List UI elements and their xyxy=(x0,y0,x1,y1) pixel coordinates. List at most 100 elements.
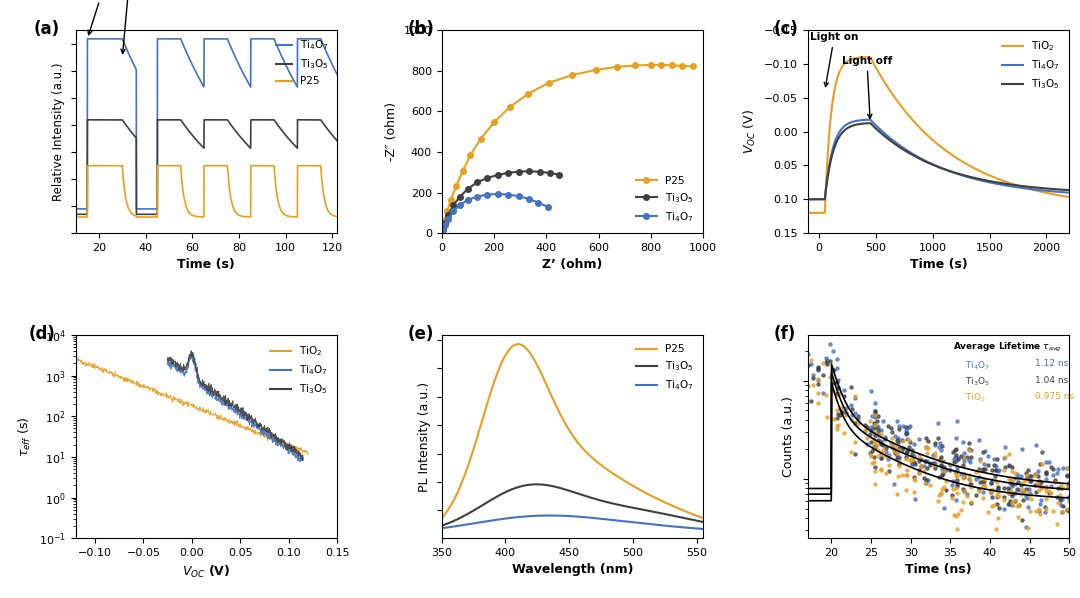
Point xyxy=(913,454,930,464)
Point xyxy=(949,453,967,463)
Point xyxy=(866,429,883,439)
Point xyxy=(1001,489,1018,498)
Point xyxy=(974,482,991,492)
Point xyxy=(876,434,893,444)
Point xyxy=(1040,457,1057,467)
Point xyxy=(889,450,906,460)
Point xyxy=(953,469,970,478)
Point xyxy=(960,446,977,455)
Point xyxy=(971,464,988,474)
Point xyxy=(863,437,880,447)
Point xyxy=(943,493,960,502)
Point xyxy=(863,426,880,435)
Text: TiO$_2$: TiO$_2$ xyxy=(964,392,985,404)
Point xyxy=(821,356,838,366)
Point xyxy=(834,407,851,417)
Legend: TiO$_2$, Ti$_4$O$_7$, Ti$_3$O$_5$: TiO$_2$, Ti$_4$O$_7$, Ti$_3$O$_5$ xyxy=(266,340,332,400)
Point xyxy=(949,416,967,426)
Point xyxy=(947,467,964,477)
Point xyxy=(1059,481,1077,490)
Point xyxy=(934,468,951,477)
Point xyxy=(850,414,867,423)
Point xyxy=(873,425,890,435)
Point xyxy=(1032,495,1050,504)
Point xyxy=(1003,490,1021,499)
Point xyxy=(810,374,827,384)
Point xyxy=(997,453,1014,462)
Point xyxy=(1037,482,1054,492)
Point xyxy=(1002,476,1020,486)
Point xyxy=(961,479,978,489)
Point xyxy=(1031,499,1049,509)
Text: (b): (b) xyxy=(407,20,434,38)
X-axis label: Time (s): Time (s) xyxy=(909,258,968,271)
Point xyxy=(971,487,988,496)
Point xyxy=(934,466,951,476)
Point xyxy=(985,460,1002,470)
Point xyxy=(1013,515,1030,525)
Point xyxy=(949,479,967,489)
Point xyxy=(897,452,915,462)
Point xyxy=(894,444,912,453)
Point xyxy=(1053,507,1070,517)
Point xyxy=(1040,489,1057,498)
Point xyxy=(933,489,950,499)
Point xyxy=(1005,479,1023,489)
Y-axis label: Counts (a.u.): Counts (a.u.) xyxy=(782,396,795,477)
Point xyxy=(799,349,816,359)
Point xyxy=(1022,477,1039,486)
Point xyxy=(866,431,883,441)
Point xyxy=(974,465,991,474)
Point xyxy=(1031,509,1049,519)
Point xyxy=(921,458,939,468)
Point xyxy=(936,485,954,495)
Legend: Ti$_4$O$_7$, Ti$_3$O$_5$, P25: Ti$_4$O$_7$, Ti$_3$O$_5$, P25 xyxy=(273,35,332,89)
Point xyxy=(978,460,996,470)
Point xyxy=(934,471,951,480)
Point xyxy=(954,460,971,469)
Point xyxy=(987,524,1004,534)
Text: Ti$_3$O$_5$: Ti$_3$O$_5$ xyxy=(964,376,989,388)
Point xyxy=(921,460,939,469)
Point xyxy=(866,398,883,408)
Text: (c): (c) xyxy=(773,20,798,38)
Point xyxy=(829,375,847,385)
Point xyxy=(837,410,854,420)
Point xyxy=(856,420,874,430)
Point xyxy=(976,446,994,456)
Point xyxy=(890,422,907,431)
Point xyxy=(1014,496,1031,505)
Point xyxy=(1048,468,1065,477)
Point xyxy=(897,485,915,495)
Point xyxy=(1013,444,1030,454)
Point xyxy=(1026,469,1043,478)
Point xyxy=(917,442,934,451)
Point xyxy=(883,441,901,450)
Point xyxy=(843,410,861,420)
Point xyxy=(891,453,908,462)
Point xyxy=(943,490,960,500)
Point xyxy=(916,461,933,471)
Point xyxy=(956,471,973,480)
Point xyxy=(988,490,1005,500)
Point xyxy=(897,426,915,435)
Point xyxy=(866,422,883,432)
Point xyxy=(929,497,946,507)
Point xyxy=(819,359,836,369)
Y-axis label: $V_{OC}$ (V): $V_{OC}$ (V) xyxy=(742,109,758,154)
Point xyxy=(869,435,887,444)
Point xyxy=(953,506,970,515)
Point xyxy=(1030,478,1048,487)
Point xyxy=(818,390,835,399)
Point xyxy=(931,456,948,465)
Point xyxy=(836,392,853,401)
Point xyxy=(960,475,977,484)
Point xyxy=(996,465,1013,475)
Point xyxy=(905,474,922,484)
Point xyxy=(819,412,836,422)
Point xyxy=(1017,491,1035,501)
Point xyxy=(947,452,964,462)
Point xyxy=(982,487,999,497)
Point xyxy=(930,490,947,500)
Point xyxy=(1002,486,1020,496)
